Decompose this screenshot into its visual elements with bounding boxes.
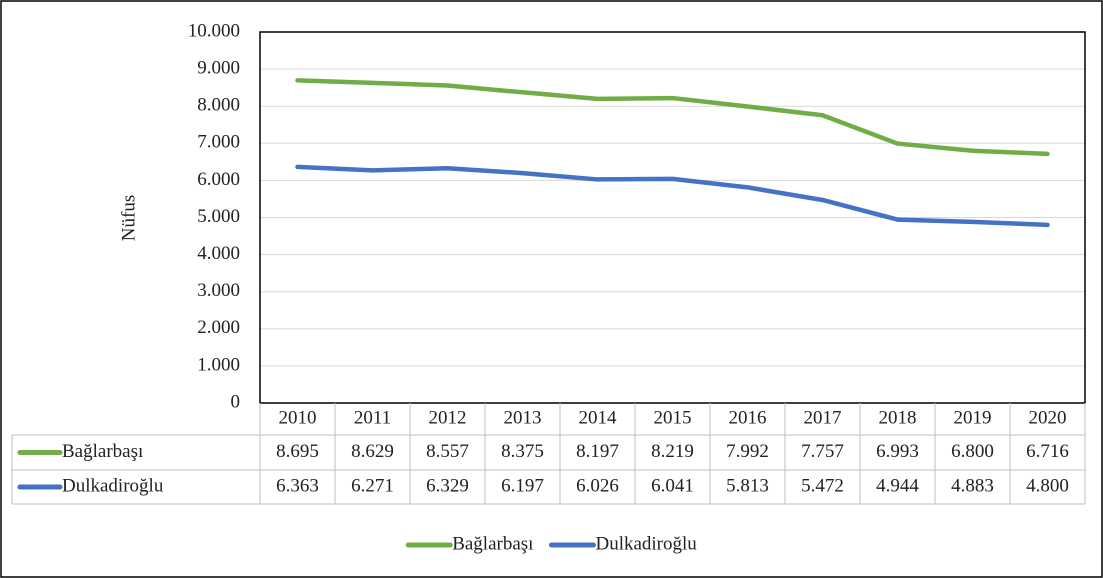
y-tick-label: 10.000 (188, 20, 240, 41)
y-axis-label: Nüfus (118, 195, 139, 241)
x-tick-label: 2011 (354, 407, 391, 428)
table-value: 8.375 (501, 441, 544, 462)
table-value: 6.271 (351, 475, 394, 496)
y-tick-label: 8.000 (197, 95, 240, 116)
table-value: 8.219 (651, 441, 694, 462)
x-tick-label: 2015 (654, 407, 692, 428)
table-series-name: Dulkadiroğlu (62, 475, 164, 496)
x-tick-label: 2018 (879, 407, 917, 428)
table-value: 7.757 (801, 441, 844, 462)
table-value: 4.800 (1026, 475, 1069, 496)
table-value: 6.993 (876, 441, 919, 462)
y-tick-label: 0 (231, 391, 241, 412)
x-tick-label: 2014 (579, 407, 618, 428)
legend-label: Bağlarbaşı (452, 533, 533, 554)
table-value: 8.557 (426, 441, 469, 462)
x-tick-label: 2013 (504, 407, 542, 428)
table-value: 8.197 (576, 441, 619, 462)
y-tick-label: 7.000 (197, 132, 240, 153)
x-tick-label: 2012 (429, 407, 467, 428)
y-tick-label: 9.000 (197, 57, 240, 78)
y-tick-label: 2.000 (197, 317, 240, 338)
y-tick-label: 1.000 (197, 354, 240, 375)
table-value: 8.629 (351, 441, 394, 462)
y-tick-label: 6.000 (197, 169, 240, 190)
table-series-name: Bağlarbaşı (62, 441, 143, 462)
table-value: 6.197 (501, 475, 544, 496)
table-value: 5.813 (726, 475, 769, 496)
table-value: 7.992 (726, 441, 769, 462)
x-tick-label: 2016 (729, 407, 767, 428)
x-tick-label: 2020 (1029, 407, 1067, 428)
y-tick-label: 5.000 (197, 206, 240, 227)
y-tick-label: 3.000 (197, 280, 240, 301)
line (295, 78, 1050, 157)
table-value: 6.363 (276, 475, 319, 496)
table-value: 6.716 (1026, 441, 1069, 462)
table-value: 8.695 (276, 441, 319, 462)
line (295, 164, 1050, 228)
legend-label: Dulkadiroğlu (595, 533, 697, 554)
plot-border (259, 31, 1086, 404)
table-value: 4.883 (951, 475, 994, 496)
table-value: 6.329 (426, 475, 469, 496)
table-value: 4.944 (876, 475, 919, 496)
table-value: 5.472 (801, 475, 844, 496)
x-tick-label: 2019 (954, 407, 992, 428)
y-tick-label: 4.000 (197, 243, 240, 264)
table-value: 6.026 (576, 475, 619, 496)
x-tick-label: 2017 (804, 407, 842, 428)
table-value: 6.041 (651, 475, 694, 496)
table-value: 6.800 (951, 441, 994, 462)
x-tick-label: 2010 (279, 407, 317, 428)
